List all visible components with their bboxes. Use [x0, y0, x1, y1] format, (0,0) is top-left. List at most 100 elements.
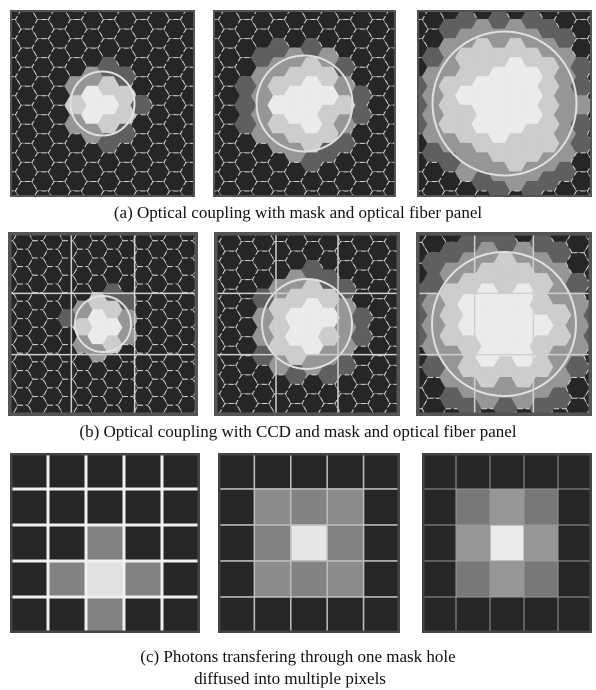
- pixel: [490, 489, 524, 525]
- fiber-cell: [334, 0, 356, 1]
- pixel: [558, 453, 592, 489]
- fiber-cell: [538, 0, 560, 1]
- fiber-cell: [285, 0, 307, 10]
- fiber-cell: [489, 201, 511, 220]
- pixel: [124, 489, 162, 525]
- fiber-cell: [65, 0, 87, 1]
- pixel: [218, 453, 254, 489]
- fiber-cell: [0, 215, 3, 232]
- fiber-cell: [73, 215, 93, 232]
- fiber-cell: [385, 270, 407, 289]
- fiber-cell: [13, 215, 33, 232]
- fiber-cell: [385, 365, 407, 384]
- fiber-cell: [0, 206, 18, 223]
- pixel: [162, 597, 200, 633]
- fiber-cell: [384, 0, 406, 10]
- pixel-panel: [218, 453, 400, 633]
- pixel: [558, 525, 592, 561]
- pixel: [490, 597, 524, 633]
- fiber-cell: [28, 414, 48, 431]
- pixel: [48, 597, 86, 633]
- pixel-panel: [10, 453, 200, 633]
- fiber-cell: [548, 201, 572, 222]
- pixel: [254, 489, 290, 525]
- fiber-cell: [0, 124, 5, 143]
- pixel-panel: [422, 453, 592, 633]
- fiber-cell: [181, 124, 203, 143]
- fiber-cell: [456, 0, 478, 10]
- fiber-cell: [115, 0, 137, 10]
- fiber-cell: [181, 29, 203, 48]
- fiber-cell: [0, 319, 3, 336]
- fiber-cell: [0, 48, 5, 67]
- pixel: [327, 489, 363, 525]
- fiber-cell: [0, 301, 3, 318]
- fiber-cell: [555, 201, 577, 220]
- pixel: [291, 453, 327, 489]
- pixel: [218, 489, 254, 525]
- pixel: [456, 597, 490, 633]
- fiber-cell: [82, 0, 104, 10]
- fiber-cell: [82, 201, 104, 220]
- pixel: [364, 525, 400, 561]
- fiber-cell: [88, 206, 108, 223]
- fiber-panel: [386, 201, 596, 440]
- fiber-cell: [367, 0, 389, 1]
- pixel: [327, 525, 363, 561]
- pixel: [456, 489, 490, 525]
- fiber-cell: [16, 0, 38, 10]
- figure: (a) Optical coupling with mask and optic…: [0, 0, 596, 690]
- pixel: [86, 561, 124, 597]
- fiber-cell: [505, 0, 527, 1]
- fiber-cell: [0, 67, 5, 86]
- pixel: [86, 597, 124, 633]
- fiber-cell: [406, 0, 428, 1]
- pixel: [524, 597, 558, 633]
- fiber-cell: [0, 0, 5, 10]
- fiber-cell: [512, 201, 536, 222]
- fiber-cell: [588, 201, 596, 220]
- pixel: [456, 561, 490, 597]
- fiber-cell: [13, 423, 33, 440]
- fiber-cell: [385, 346, 407, 365]
- caption: (b) Optical coupling with CCD and mask a…: [79, 422, 516, 441]
- pixel: [327, 453, 363, 489]
- fiber-cell: [0, 353, 3, 370]
- fiber-cell: [164, 0, 186, 1]
- fiber-cell: [186, 0, 208, 10]
- fiber-cell: [181, 48, 203, 67]
- caption: (c) Photons transfering through one mask…: [140, 647, 455, 666]
- fiber-cell: [235, 0, 257, 1]
- fiber-cell: [566, 419, 590, 440]
- fiber-cell: [390, 0, 412, 10]
- fiber-cell: [0, 105, 5, 124]
- fiber-cell: [385, 384, 407, 403]
- fiber-cell: [0, 29, 5, 48]
- pixel: [422, 453, 456, 489]
- pixel: [10, 561, 48, 597]
- fiber-cell: [530, 419, 554, 440]
- fiber-cell: [588, 0, 596, 10]
- fiber-cell: [268, 0, 290, 1]
- fiber-cell: [0, 249, 3, 266]
- fiber-cell: [98, 0, 120, 1]
- fiber-cell: [0, 182, 5, 201]
- pixel: [254, 525, 290, 561]
- pixel: [162, 561, 200, 597]
- pixel: [291, 597, 327, 633]
- fiber-cell: [555, 0, 577, 10]
- pixel: [162, 525, 200, 561]
- pixel: [48, 453, 86, 489]
- pixel: [218, 561, 254, 597]
- pixel: [558, 597, 592, 633]
- pixel: [124, 597, 162, 633]
- fiber-panel: [186, 0, 406, 220]
- fiber-cell: [439, 0, 461, 1]
- pixel: [291, 525, 327, 561]
- fiber-cell: [181, 86, 203, 105]
- fiber-cell: [202, 0, 224, 1]
- fiber-cell: [32, 0, 54, 1]
- fiber-cell: [385, 327, 407, 346]
- pixel: [524, 453, 558, 489]
- fiber-cell: [318, 0, 340, 10]
